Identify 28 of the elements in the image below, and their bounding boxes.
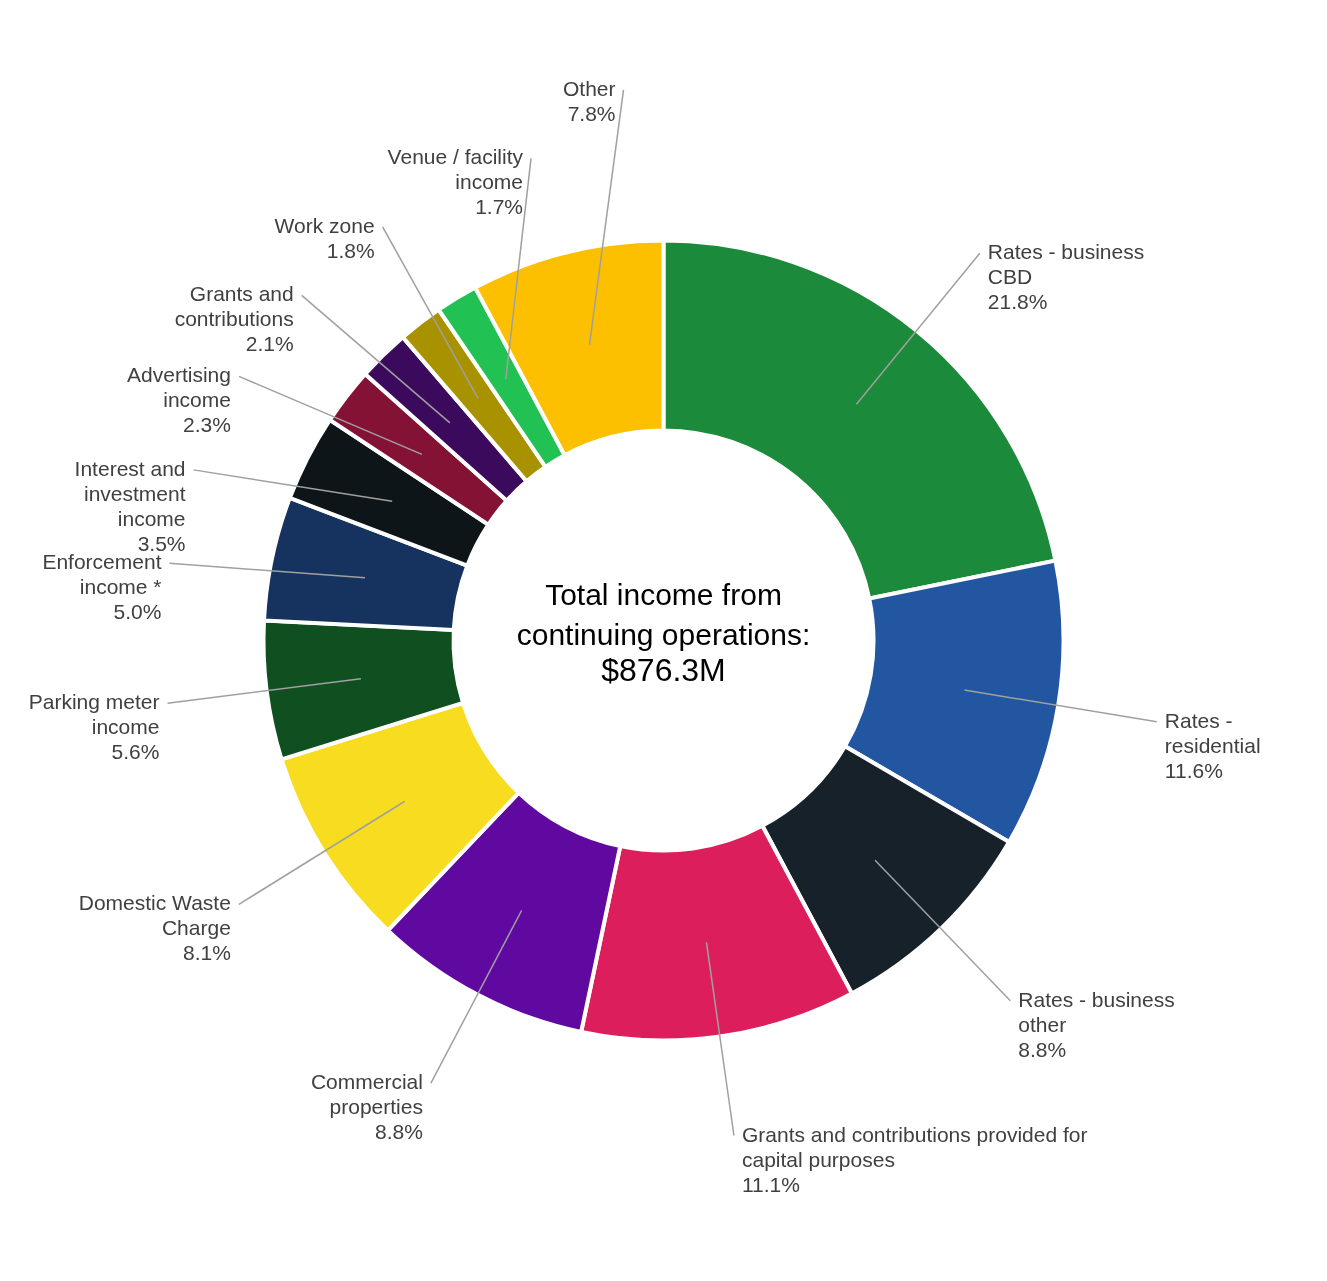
slice-label: Interest and investment income: [74, 456, 186, 530]
slice-label: Grants and contributions: [174, 282, 294, 331]
slice-label: Venue / facility income: [387, 145, 524, 194]
slice-label: Rates - residential: [1164, 708, 1261, 757]
data-label: 5.6%: [111, 740, 160, 764]
data-label: 5.0%: [113, 600, 162, 624]
data-label: 8.8%: [1018, 1037, 1067, 1061]
data-label: 2.1%: [245, 332, 294, 356]
slice-label: Parking meter income: [28, 690, 160, 739]
text: $876.3M: [601, 651, 726, 688]
data-label: 8.8%: [375, 1120, 423, 1144]
data-label: 2.3%: [183, 413, 231, 437]
text: Total income from continuing operations:: [516, 577, 811, 651]
data-label: 8.1%: [182, 941, 231, 965]
data-label: 1.8%: [326, 238, 375, 262]
slice-label: Rates - business CBD: [987, 240, 1145, 289]
slice-label: Advertising income: [127, 363, 231, 412]
data-label: 1.7%: [475, 195, 524, 219]
data-label: 7.8%: [567, 101, 616, 125]
slice-label: Domestic Waste Charge: [78, 891, 231, 940]
data-label: 11.6%: [1164, 758, 1223, 782]
data-label: 11.1%: [741, 1172, 800, 1196]
slice-label: Work zone: [274, 213, 375, 237]
slice-label: Rates - business other: [1018, 987, 1175, 1036]
data-label: 21.8%: [987, 290, 1048, 314]
slice-label: Grants and contributions provided for capital purposes: [741, 1122, 1088, 1171]
slice-label: Commercial properties: [310, 1070, 423, 1119]
slice-label: Other: [562, 76, 616, 100]
